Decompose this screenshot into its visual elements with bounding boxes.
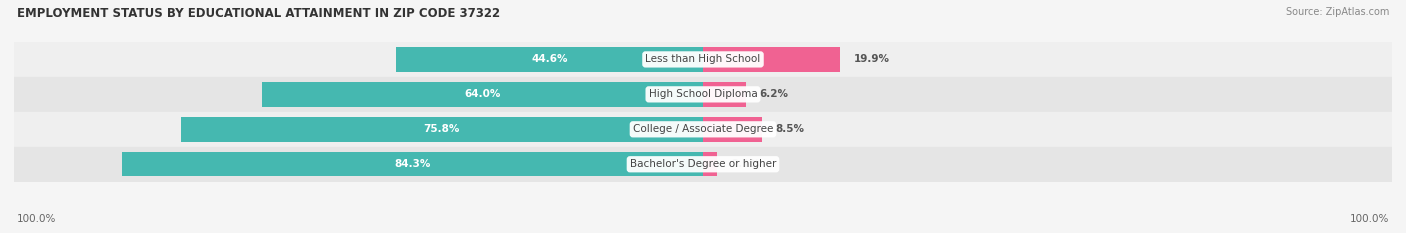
Bar [14, 147, 1392, 182]
Text: College / Associate Degree: College / Associate Degree [633, 124, 773, 134]
Text: High School Diploma: High School Diploma [648, 89, 758, 99]
Text: 84.3%: 84.3% [395, 159, 430, 169]
Bar [14, 77, 1392, 112]
Bar [122, 152, 703, 177]
Text: Source: ZipAtlas.com: Source: ZipAtlas.com [1285, 7, 1389, 17]
Text: Less than High School: Less than High School [645, 55, 761, 64]
Text: 75.8%: 75.8% [423, 124, 460, 134]
Bar [703, 82, 745, 107]
Text: 44.6%: 44.6% [531, 55, 568, 64]
Bar [262, 82, 703, 107]
Text: EMPLOYMENT STATUS BY EDUCATIONAL ATTAINMENT IN ZIP CODE 37322: EMPLOYMENT STATUS BY EDUCATIONAL ATTAINM… [17, 7, 501, 20]
Bar [703, 152, 717, 177]
Text: 100.0%: 100.0% [17, 214, 56, 224]
Text: 64.0%: 64.0% [464, 89, 501, 99]
Text: 19.9%: 19.9% [853, 55, 890, 64]
Bar [703, 47, 841, 72]
Text: 2.1%: 2.1% [731, 159, 761, 169]
Bar [14, 112, 1392, 147]
Text: 100.0%: 100.0% [1350, 214, 1389, 224]
Bar [14, 42, 1392, 77]
Bar [395, 47, 703, 72]
Text: 6.2%: 6.2% [759, 89, 789, 99]
Text: 8.5%: 8.5% [775, 124, 804, 134]
Bar [181, 117, 703, 142]
Bar [703, 117, 762, 142]
Text: Bachelor's Degree or higher: Bachelor's Degree or higher [630, 159, 776, 169]
